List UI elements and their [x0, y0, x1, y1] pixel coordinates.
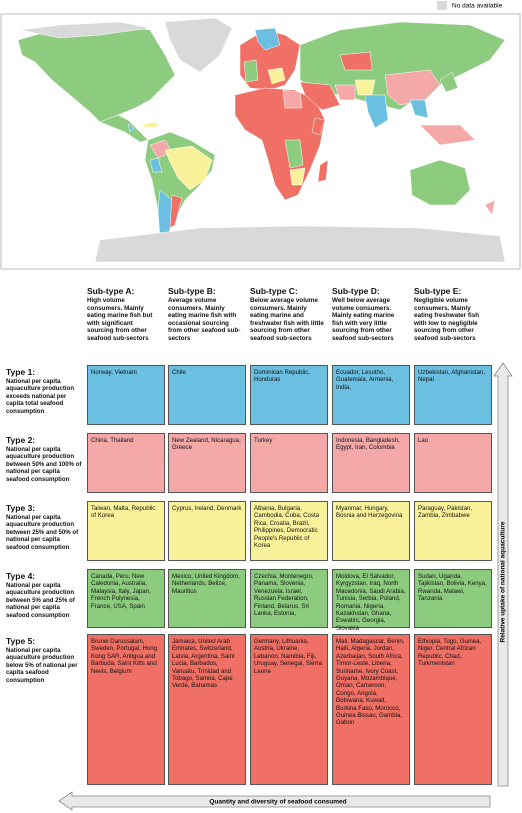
table-cell: Norway, Vietnam [87, 365, 165, 425]
row-description: National per capita aquaculture producti… [6, 582, 75, 619]
column-title: Sub-type A: [87, 286, 135, 296]
table-cell: Jamaica, United Arab Emirates, Switzerla… [168, 634, 246, 785]
table-cell: Ecuador, Lesotho, Guatemala, Armenia, In… [332, 365, 410, 425]
table-cell: Mexico, United Kingdom, Netherlands, Bel… [168, 569, 246, 628]
legend-label: No data available [452, 3, 503, 10]
row-description: National per capita aquaculture producti… [6, 647, 78, 684]
vertical-axis-label: Relative uptake of national aquaculture [500, 521, 507, 642]
row-title: Type 1: [6, 367, 36, 377]
row-description: National per capita aquaculture producti… [6, 446, 82, 483]
column-description: High volume consumers. Mainly eating mar… [87, 297, 153, 342]
vertical-arrow: Relative uptake of national aquaculture [493, 362, 513, 787]
table-cell: Turkey [250, 433, 328, 493]
table-cell: Uzbekistan, Afghanistan, Nepal [414, 365, 492, 425]
column-title: Sub-type C: [250, 286, 298, 296]
table-cell: Paraguay, Pakistan, Zambia, Zimbabwe [414, 501, 492, 561]
row-title: Type 3: [6, 503, 36, 513]
row-description: National per capita aquaculture producti… [6, 514, 79, 551]
table-cell: Myanmar, Hungary, Bosnia and Herzegovina [332, 501, 410, 561]
column-description: Well below average volume consumers. Mai… [332, 297, 395, 342]
column-description: Average volume consumers. Mainly eating … [168, 297, 241, 342]
row-title: Type 2: [6, 435, 36, 445]
table-cell: Taiwan, Malta, Republic of Korea [87, 501, 165, 561]
table-cell: Ethiopia, Togo, Guinea, Niger, Central A… [414, 634, 492, 785]
horizontal-arrow: Quantity and diversity of seafood consum… [58, 791, 491, 811]
world-map: No data available [0, 1, 521, 270]
table-cell: Germany, Lithuania, Austria, Ukraine, Le… [250, 634, 328, 785]
table-cell: Brunei Darussalam, Sweden, Portugal, Hon… [87, 634, 165, 785]
table-cell: New Zealand, Nicaragua, Greece [168, 433, 246, 493]
column-title: Sub-type B: [168, 286, 216, 296]
column-title: Sub-type E: [414, 286, 462, 296]
table-cell: Cyprus, Ireland, Denmark [168, 501, 246, 561]
column-description: Below average volume consumers. Mainly e… [250, 297, 324, 342]
row-description: National per capita aquaculture producti… [6, 378, 75, 415]
table-cell: Chile [168, 365, 246, 425]
table-cell: Mali, Madagascar, Benin, Haiti, Algeria,… [332, 634, 410, 785]
column-description: Negligible volume consumers. Mainly eati… [414, 297, 480, 342]
column-title: Sub-type D: [332, 286, 380, 296]
table-cell: Canada, Peru, New Caledonia, Australia, … [87, 569, 165, 628]
row-title: Type 4: [6, 571, 36, 581]
table-cell: China, Thailand [87, 433, 165, 493]
row-title: Type 5: [6, 636, 36, 646]
table-cell: Indonesia, Bangladesh, Egypt, Iran, Colo… [332, 433, 410, 493]
legend-swatch [437, 1, 447, 10]
table-cell: Sudan, Uganda, Tajikistan, Bolivia, Keny… [414, 569, 492, 628]
table-cell: Albania, Bulgaria, Cambodia, Cuba, Costa… [250, 501, 328, 561]
table-cell: Czechia, Montenegro, Panama, Slovenia, V… [250, 569, 328, 628]
table-cell: Dominican Republic, Honduras [250, 365, 328, 425]
table-cell: Lao [414, 433, 492, 493]
horizontal-axis-label: Quantity and diversity of seafood consum… [209, 799, 346, 806]
table-cell: Moldova, El Salvador, Kyrgyzstan, Iraq, … [332, 569, 410, 632]
